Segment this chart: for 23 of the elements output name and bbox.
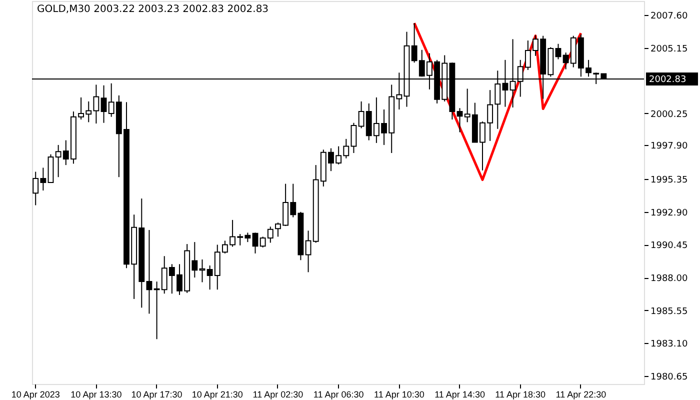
y-tick-label: 1985.55 (650, 306, 688, 317)
x-tick-label: 11 Apr 10:30 (374, 390, 424, 400)
x-tick-label: 11 Apr 18:30 (495, 390, 546, 400)
y-tick-label: 1983.10 (650, 340, 688, 350)
y-tick-label: 2007.60 (650, 12, 688, 22)
y-tick-label: 2000.25 (650, 110, 688, 120)
x-tick-label: 10 Apr 21:30 (192, 390, 243, 400)
chart-title: GOLD,M30 2003.22 2003.23 2002.83 2002.83 (37, 4, 269, 15)
y-tick-label: 1992.90 (650, 208, 688, 218)
y-tick-label: 1980.65 (650, 372, 688, 382)
y-tick-label: 1997.90 (650, 141, 688, 152)
x-tick-label: 11 Apr 22:30 (556, 390, 606, 400)
y-tick-label: 1995.35 (650, 176, 688, 186)
x-tick-label: 11 Apr 02:30 (252, 390, 304, 400)
ref-line-label: 2002.83 (649, 74, 686, 85)
x-tick-label: 10 Apr 2023 (11, 390, 60, 400)
x-tick-label: 11 Apr 06:30 (313, 390, 364, 400)
y-tick-label: 2005.15 (650, 44, 688, 54)
y-tick-label: 1990.45 (650, 241, 688, 252)
x-tick-label: 10 Apr 13:30 (70, 390, 122, 400)
y-tick-label: 1988.00 (650, 274, 688, 284)
x-tick-label: 11 Apr 14:30 (434, 390, 485, 400)
x-tick-label: 10 Apr 17:30 (131, 390, 182, 400)
